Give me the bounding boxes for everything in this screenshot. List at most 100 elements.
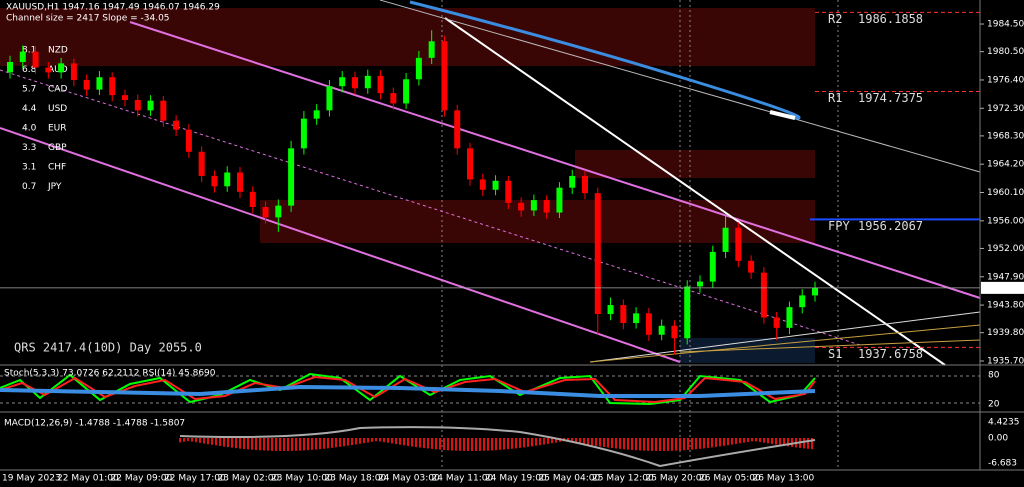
candle-body bbox=[83, 79, 90, 90]
time-label: 22 May 09:00 bbox=[111, 474, 173, 484]
pivot-name: FPY bbox=[828, 219, 850, 233]
candle-body bbox=[812, 287, 818, 296]
currency-name: AUD bbox=[48, 65, 68, 75]
strength-value: 3.1 bbox=[22, 163, 36, 173]
candle-body bbox=[633, 313, 640, 324]
candle-body bbox=[211, 175, 218, 187]
time-label: 25 May 12:00 bbox=[592, 474, 654, 484]
candle-body bbox=[722, 227, 729, 252]
strength-value: 0.7 bbox=[22, 182, 36, 192]
channel-info: Channel size = 2417 Slope = -34.05 bbox=[6, 14, 170, 24]
currency-name: CHF bbox=[48, 163, 66, 173]
candle-body bbox=[428, 41, 435, 58]
currency-name: CAD bbox=[48, 85, 67, 95]
candle-body bbox=[96, 77, 103, 90]
time-label: 24 May 19:00 bbox=[485, 474, 547, 484]
time-label: 24 May 03:00 bbox=[378, 474, 440, 484]
candle-body bbox=[748, 260, 755, 273]
candle-body bbox=[569, 175, 576, 188]
trendline bbox=[379, 0, 981, 173]
last-price-label: 1946.29 bbox=[986, 283, 1023, 293]
candle-body bbox=[237, 172, 243, 192]
candle-body bbox=[799, 295, 806, 308]
candle-body bbox=[326, 86, 333, 111]
time-label: 26 May 05:00 bbox=[699, 474, 761, 484]
rsi bbox=[0, 384, 816, 398]
qrs-info: QRS 2417.4(10D) Day 2055.0 bbox=[14, 341, 202, 355]
candle-body bbox=[109, 77, 116, 96]
time-label: 22 May 01:00 bbox=[57, 474, 119, 484]
candle-body bbox=[173, 120, 180, 130]
candle-body bbox=[403, 79, 410, 104]
candle-body bbox=[543, 200, 550, 213]
strength-value: 6.8 bbox=[22, 65, 37, 75]
currency-name: EUR bbox=[48, 124, 67, 134]
pivot-value: 1937.6758 bbox=[858, 347, 923, 361]
y-tick-label: 1976.40 bbox=[987, 75, 1024, 85]
stoch-tick: 80 bbox=[988, 371, 1000, 381]
last-price-box bbox=[981, 281, 1024, 294]
candle-body bbox=[198, 151, 205, 176]
stoch-title: Stoch(5,3,3) 73.0726 62.2112 RSI(14) 45.… bbox=[4, 369, 216, 379]
currency-name: JPY bbox=[47, 182, 62, 192]
pivot-value: 1986.1858 bbox=[858, 12, 923, 26]
demand-zone bbox=[260, 200, 815, 243]
candle-body bbox=[582, 175, 588, 194]
y-tick-label: 1968.30 bbox=[987, 131, 1024, 141]
pivot-name: S1 bbox=[828, 347, 842, 361]
candle-body bbox=[645, 313, 652, 335]
stoch-signal bbox=[0, 375, 816, 404]
candle-body bbox=[505, 180, 512, 203]
candle-body bbox=[467, 148, 473, 180]
supply-zone bbox=[0, 8, 815, 66]
candle-body bbox=[735, 227, 742, 261]
candle-body bbox=[147, 100, 154, 111]
macd-tick: 0.00 bbox=[988, 434, 1008, 444]
candle-body bbox=[288, 148, 295, 206]
candle-body bbox=[160, 100, 167, 121]
y-tick-label: 1972.30 bbox=[987, 104, 1024, 114]
y-tick-label: 1964.20 bbox=[987, 160, 1024, 170]
candle-body bbox=[134, 99, 141, 111]
candle-body bbox=[556, 187, 563, 213]
candle-body bbox=[786, 307, 793, 328]
macd-signal bbox=[179, 426, 816, 468]
y-tick-label: 1943.80 bbox=[987, 301, 1024, 311]
supply-zone bbox=[575, 150, 815, 178]
candle-body bbox=[32, 51, 39, 68]
time-label: 22 May 17:00 bbox=[164, 474, 226, 484]
strength-value: 4.0 bbox=[22, 124, 37, 134]
time-label: 26 May 13:00 bbox=[753, 474, 815, 484]
time-label: 23 May 10:00 bbox=[271, 474, 333, 484]
candle-body bbox=[58, 63, 65, 73]
pivot-name: R2 bbox=[828, 12, 842, 26]
time-label: 23 May 02:00 bbox=[218, 474, 280, 484]
candle-body bbox=[415, 57, 422, 80]
ma-end bbox=[769, 110, 796, 120]
trendline bbox=[589, 324, 981, 363]
y-tick-label: 1935.70 bbox=[987, 356, 1024, 366]
candle-body bbox=[709, 251, 716, 282]
y-tick-label: 1952.00 bbox=[987, 244, 1024, 254]
macd-tick: -6.683 bbox=[988, 459, 1017, 469]
macd-title: MACD(12,26,9) -1.4788 -1.4788 -1.5807 bbox=[4, 419, 185, 429]
candle-body bbox=[275, 205, 282, 218]
y-tick-label: 1947.90 bbox=[987, 272, 1024, 282]
candle-body bbox=[390, 93, 397, 104]
y-tick-label: 1984.50 bbox=[987, 20, 1024, 30]
currency-name: NZD bbox=[48, 46, 68, 56]
stoch-levels bbox=[0, 375, 980, 404]
candle-body bbox=[620, 305, 627, 324]
candle-body bbox=[530, 200, 537, 211]
candle-body bbox=[684, 286, 691, 339]
time-label: 24 May 11:00 bbox=[432, 474, 494, 484]
time-label: 19 May 2023 bbox=[2, 474, 61, 484]
stoch-tick: 20 bbox=[988, 400, 1000, 410]
currency-name: GBP bbox=[48, 143, 67, 153]
y-tick-label: 1980.50 bbox=[987, 47, 1024, 57]
candle-body bbox=[122, 95, 128, 100]
candle-body bbox=[7, 62, 13, 73]
candle-body bbox=[594, 193, 601, 315]
